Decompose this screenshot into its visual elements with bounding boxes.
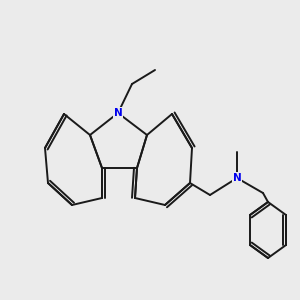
Text: N: N [114, 108, 122, 118]
Text: N: N [232, 173, 242, 183]
